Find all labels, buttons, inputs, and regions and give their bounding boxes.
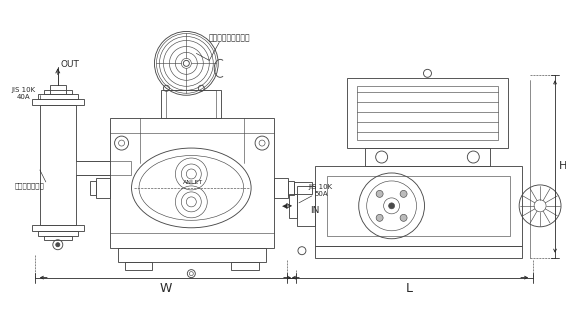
Bar xyxy=(231,262,259,270)
Bar xyxy=(32,99,84,105)
Bar xyxy=(357,86,498,140)
Bar xyxy=(44,236,72,240)
Circle shape xyxy=(183,60,190,66)
Bar xyxy=(118,248,266,262)
Text: 排気サイレンサ: 排気サイレンサ xyxy=(15,183,45,189)
Bar xyxy=(76,161,131,175)
Bar xyxy=(38,231,78,236)
Text: ◀: ◀ xyxy=(282,203,288,209)
Circle shape xyxy=(56,243,60,247)
Circle shape xyxy=(400,190,407,197)
Text: L: L xyxy=(406,282,413,295)
Bar xyxy=(32,225,84,231)
Text: ANLET: ANLET xyxy=(183,180,203,185)
Bar xyxy=(44,90,72,94)
Bar xyxy=(161,90,221,118)
Text: 内部冷却サイレンサ: 内部冷却サイレンサ xyxy=(208,33,250,42)
Bar xyxy=(50,85,66,94)
Bar xyxy=(315,166,522,246)
Circle shape xyxy=(389,203,395,209)
Bar xyxy=(274,178,288,198)
Bar xyxy=(89,181,96,195)
Text: IN: IN xyxy=(310,206,320,215)
Bar xyxy=(110,118,274,248)
Circle shape xyxy=(400,214,407,221)
Text: OUT: OUT xyxy=(61,60,79,69)
Bar xyxy=(347,78,508,148)
Bar xyxy=(288,181,294,195)
Text: JIS 10K
40A: JIS 10K 40A xyxy=(12,87,36,100)
Text: W: W xyxy=(159,282,171,295)
Bar xyxy=(125,262,152,270)
Bar xyxy=(289,194,297,218)
Bar xyxy=(327,176,510,236)
Bar xyxy=(96,178,110,198)
Bar xyxy=(315,246,522,258)
Text: JIS 10K
50A: JIS 10K 50A xyxy=(309,184,333,197)
Bar xyxy=(40,105,76,225)
Text: H: H xyxy=(559,161,566,171)
Bar xyxy=(166,90,216,118)
Circle shape xyxy=(376,214,383,221)
Bar xyxy=(297,186,315,226)
Bar xyxy=(365,148,490,166)
Bar xyxy=(294,182,312,194)
Bar xyxy=(38,94,78,99)
Circle shape xyxy=(376,190,383,197)
